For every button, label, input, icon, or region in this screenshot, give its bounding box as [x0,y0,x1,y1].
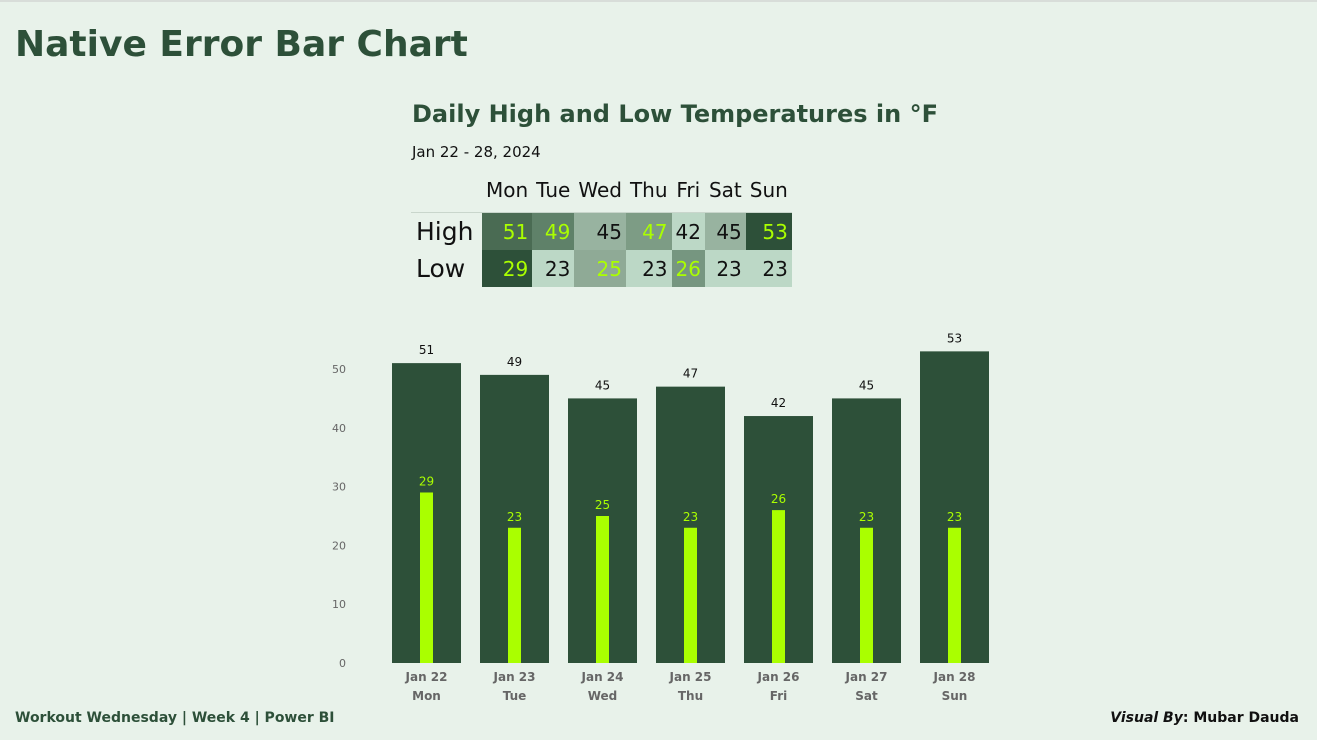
low-bar [420,492,433,663]
low-data-label: 23 [947,510,962,524]
matrix-cell: 51 [482,212,533,250]
x-tick-label: Jan 28 [933,670,976,684]
x-tick-sublabel: Sat [855,689,878,703]
x-tick-label: Jan 22 [405,670,448,684]
matrix-cell: 45 [704,212,746,250]
y-tick-label: 30 [332,481,346,494]
high-data-label: 53 [947,331,962,345]
low-data-label: 26 [771,492,786,506]
matrix-cell: 23 [745,250,792,287]
low-bar [948,527,961,663]
temperature-matrix: Mon Tue Wed Thu Fri Sat Sun High 51 49 45 47 42 45 53 L… [411,167,792,287]
low-bar [772,510,785,663]
column-header: Wed [578,177,622,202]
matrix-title: Daily High and Low Temperatures in °F [412,100,938,128]
low-bar [508,527,521,663]
x-tick-sublabel: Fri [770,689,787,703]
matrix-cell: 49 [532,212,575,250]
matrix-subtitle: Jan 22 - 28, 2024 [412,143,541,161]
row-label: High [411,212,482,250]
low-bar [684,527,697,663]
footer-credit: Workout Wednesday | Week 4 | Power BI [15,710,335,726]
high-data-label: 51 [419,343,434,357]
matrix-cell: 23 [532,250,575,287]
x-tick-sublabel: Thu [678,689,703,703]
column-header: Sat [708,177,742,202]
low-data-label: 23 [859,510,874,524]
matrix-cell: 29 [482,250,533,287]
row-label: Low [416,254,466,283]
low-bar [596,516,609,663]
low-data-label: 29 [419,474,434,488]
author-name: Mubar Dauda [1193,710,1299,726]
y-tick-label: 10 [332,598,346,611]
matrix-cell: 45 [574,212,626,250]
y-tick-label: 40 [332,422,346,435]
low-bar [860,527,873,663]
column-header: Thu [629,177,668,202]
low-data-label: 23 [507,510,522,524]
matrix-row: Low 29 23 25 23 26 23 23 [411,250,792,287]
matrix-cell: 23 [625,250,672,287]
column-header: Tue [536,177,571,202]
visual-by-label: Visual By [1110,710,1183,726]
x-tick-label: Jan 23 [493,670,536,684]
x-tick-label: Jan 26 [757,670,800,684]
high-data-label: 45 [859,378,874,392]
x-tick-sublabel: Wed [588,689,618,703]
column-header: Fri [676,177,701,202]
page-title: Native Error Bar Chart [15,24,468,65]
matrix-cell: 47 [625,212,672,250]
x-tick-label: Jan 24 [581,670,624,684]
high-data-label: 45 [595,378,610,392]
footer-author: Visual By: Mubar Dauda [1110,710,1299,726]
matrix-cell: 23 [704,250,746,287]
matrix-cell: 53 [745,212,792,250]
column-header: Mon [486,177,529,202]
x-tick-label: Jan 25 [669,670,712,684]
matrix-row: High 51 49 45 47 42 45 53 [411,212,792,250]
y-tick-label: 50 [332,363,346,376]
matrix-cell: 42 [671,212,705,250]
x-tick-sublabel: Mon [412,689,441,703]
low-data-label: 25 [595,498,610,512]
x-tick-sublabel: Sun [942,689,968,703]
y-tick-label: 20 [332,539,346,552]
high-data-label: 47 [683,367,698,381]
y-tick-label: 0 [339,657,346,670]
column-header: Sun [749,177,788,202]
matrix-cell: 25 [574,250,626,287]
x-tick-label: Jan 27 [845,670,888,684]
high-data-label: 49 [507,355,522,369]
matrix-cell: 26 [671,250,705,287]
x-tick-sublabel: Tue [503,689,527,703]
high-data-label: 42 [771,396,786,410]
low-data-label: 23 [683,510,698,524]
